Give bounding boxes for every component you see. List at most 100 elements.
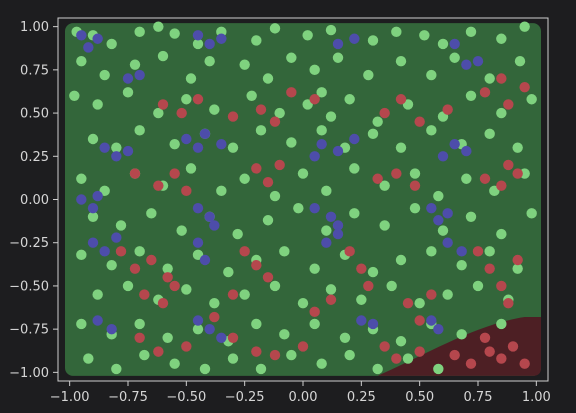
data-point-s1-12 — [496, 73, 507, 84]
data-point-s1-42 — [496, 280, 507, 292]
data-point-s0-126 — [297, 298, 309, 309]
data-point-s1-13 — [479, 87, 491, 98]
data-point-s0-84 — [461, 173, 472, 184]
x-tick-label-2: −0.50 — [166, 390, 206, 405]
data-point-s0-115 — [426, 246, 437, 257]
data-point-s2-20 — [349, 133, 360, 145]
data-point-s2-39 — [87, 237, 99, 248]
data-point-s2-16 — [216, 138, 227, 150]
data-point-s1-67 — [484, 346, 495, 357]
data-point-s0-156 — [286, 349, 297, 361]
data-point-s0-149 — [83, 353, 94, 364]
data-point-s0-131 — [442, 289, 453, 300]
data-point-s0-36 — [69, 90, 80, 101]
data-point-s0-122 — [181, 284, 192, 295]
data-point-s1-60 — [269, 349, 281, 361]
data-point-s2-50 — [192, 315, 204, 326]
data-point-s2-12 — [472, 56, 484, 67]
data-point-s0-151 — [139, 349, 150, 361]
data-point-s2-34 — [325, 211, 337, 222]
data-point-s1-32 — [146, 254, 157, 266]
y-tick-label-3: 0.25 — [20, 150, 49, 165]
data-point-s2-56 — [433, 323, 444, 335]
data-point-s1-51 — [325, 294, 337, 305]
x-tick-label-5: 0.25 — [347, 390, 376, 405]
data-point-s1-17 — [153, 180, 164, 191]
data-point-s1-68 — [496, 353, 507, 364]
data-point-s1-21 — [262, 177, 274, 188]
data-point-s0-130 — [414, 298, 425, 309]
data-point-s1-10 — [503, 99, 514, 110]
data-point-s0-75 — [216, 185, 227, 197]
data-point-s2-51 — [204, 323, 215, 335]
data-point-s0-137 — [162, 332, 173, 343]
data-point-s0-96 — [349, 208, 360, 219]
data-point-s0-111 — [309, 263, 320, 274]
data-point-s1-57 — [181, 341, 192, 352]
data-point-s2-6 — [204, 38, 215, 50]
data-point-s2-55 — [426, 315, 437, 326]
data-point-s0-158 — [344, 349, 355, 361]
data-point-s2-36 — [426, 202, 437, 214]
data-point-s0-12 — [367, 35, 379, 46]
data-point-s1-26 — [479, 173, 491, 184]
data-point-s2-40 — [99, 246, 110, 257]
data-point-s0-114 — [395, 254, 407, 266]
data-point-s0-102 — [526, 208, 537, 219]
data-point-s0-27 — [286, 52, 297, 63]
data-point-s0-14 — [419, 30, 430, 41]
data-point-s0-83 — [433, 190, 444, 202]
data-point-s0-87 — [87, 211, 99, 222]
data-point-s2-3 — [122, 73, 134, 84]
y-tick-label-4: 0.00 — [20, 193, 49, 208]
data-point-s0-48 — [372, 116, 383, 127]
data-point-s0-161 — [433, 363, 444, 375]
points-layer — [69, 21, 537, 375]
data-point-s1-22 — [274, 159, 285, 171]
data-point-s2-11 — [461, 59, 472, 70]
data-point-s0-80 — [349, 163, 360, 174]
data-point-s2-32 — [209, 220, 220, 231]
y-tick-label-5: −0.25 — [9, 236, 49, 251]
data-point-s0-125 — [269, 280, 281, 292]
data-point-s0-40 — [181, 94, 192, 105]
data-point-s0-101 — [496, 228, 507, 240]
data-point-s2-8 — [332, 38, 344, 50]
data-point-s0-54 — [87, 133, 99, 145]
data-point-s0-22 — [157, 50, 169, 62]
data-point-s0-123 — [209, 298, 220, 309]
y-tick-label-1: 0.75 — [20, 63, 49, 78]
data-point-s2-48 — [92, 315, 103, 326]
data-point-s2-35 — [332, 220, 344, 231]
data-point-s0-95 — [321, 225, 332, 236]
data-point-s0-41 — [209, 104, 220, 115]
data-point-s2-26 — [122, 145, 134, 157]
data-point-s0-145 — [395, 336, 407, 347]
data-point-s1-5 — [269, 116, 281, 127]
data-point-s0-99 — [437, 225, 449, 236]
data-point-s1-54 — [426, 289, 437, 300]
data-point-s1-48 — [209, 311, 220, 323]
x-tick-label-4: 0.00 — [289, 390, 318, 405]
data-point-s1-1 — [176, 107, 187, 119]
data-point-s0-70 — [76, 173, 87, 184]
data-point-s0-10 — [302, 30, 313, 41]
data-point-s1-44 — [503, 298, 514, 309]
data-point-s0-88 — [115, 220, 127, 231]
data-point-s0-53 — [526, 94, 537, 105]
data-point-s1-2 — [192, 94, 204, 105]
data-point-s0-31 — [395, 56, 407, 67]
data-point-s0-110 — [279, 246, 290, 257]
data-point-s0-69 — [512, 142, 523, 153]
data-point-s2-30 — [192, 202, 204, 214]
data-point-s1-35 — [251, 259, 262, 271]
data-point-s1-16 — [129, 168, 141, 179]
data-point-s0-142 — [309, 318, 320, 330]
data-point-s0-160 — [402, 353, 414, 364]
data-point-s0-66 — [426, 125, 437, 136]
data-point-s1-55 — [134, 332, 145, 343]
data-point-s2-52 — [216, 332, 227, 343]
data-point-s0-11 — [325, 24, 337, 36]
data-point-s1-64 — [414, 346, 425, 357]
data-point-s0-24 — [204, 56, 215, 67]
